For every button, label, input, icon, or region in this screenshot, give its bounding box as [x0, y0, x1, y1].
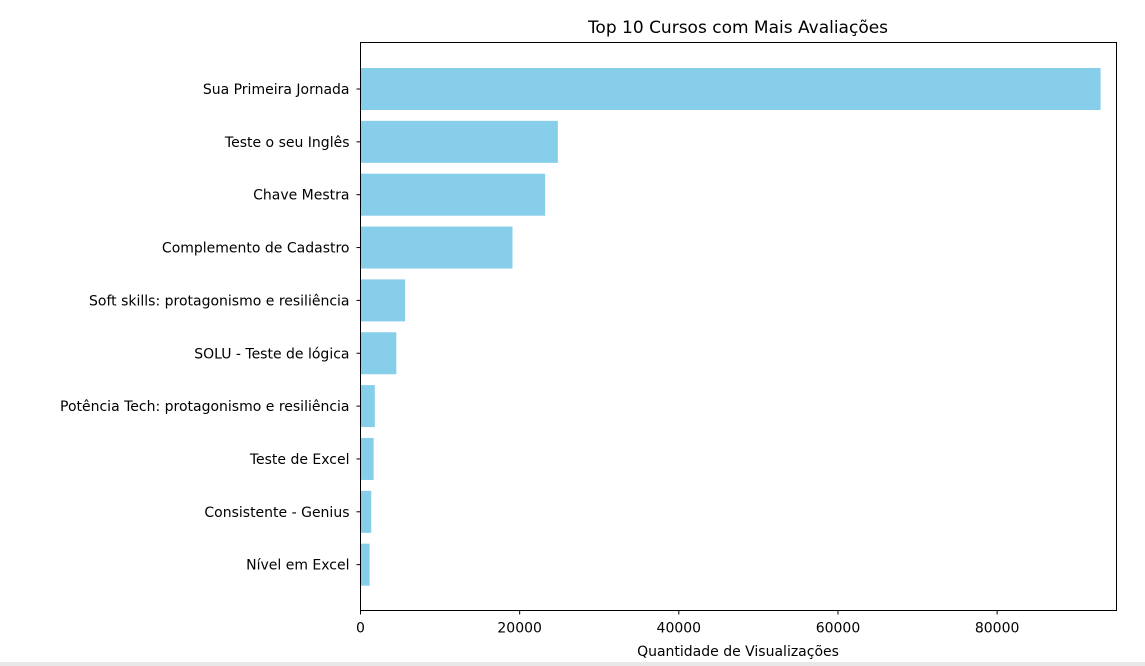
bar-3 — [360, 173, 546, 216]
bar-1 — [360, 68, 1101, 110]
bars-group — [360, 68, 1101, 586]
bar-8 — [360, 437, 374, 480]
y-tick-label-9: Consistente - Genius — [204, 505, 349, 521]
bar-5 — [360, 279, 406, 322]
plot-frame — [360, 42, 1117, 611]
chart-title: Top 10 Cursos com Mais Avaliações — [587, 18, 888, 38]
y-axis-ticks: Sua Primeira Jornada Teste o seu Inglês Ch… — [60, 82, 361, 574]
y-tick-label-7: Potência Tech: protagonismo e resiliênci… — [60, 399, 350, 415]
bottom-scroll-strip — [0, 662, 1145, 666]
y-tick-label-6: SOLU - Teste de lógica — [194, 346, 349, 362]
bar-10 — [360, 543, 370, 586]
y-tick-label-5: Soft skills: protagonismo e resiliência — [89, 293, 349, 309]
bar-9 — [360, 490, 372, 533]
x-axis-label: Quantidade de Visualizações — [637, 644, 839, 660]
x-tick-label-3: 40000 — [657, 621, 702, 637]
y-tick-label-3: Chave Mestra — [253, 188, 349, 204]
bar-2 — [360, 120, 558, 163]
y-tick-label-1: Sua Primeira Jornada — [203, 82, 350, 98]
bar-4 — [360, 226, 513, 269]
bar-6 — [360, 332, 397, 375]
x-tick-label-4: 60000 — [816, 621, 861, 637]
x-tick-label-2: 20000 — [497, 621, 542, 637]
y-tick-label-8: Teste de Excel — [249, 452, 350, 468]
x-tick-label-5: 80000 — [975, 621, 1020, 637]
y-tick-label-4: Complemento de Cadastro — [162, 241, 350, 257]
x-tick-label-1: 0 — [356, 621, 365, 637]
y-tick-label-10: Nível em Excel — [246, 558, 349, 574]
y-tick-label-2: Teste o seu Inglês — [224, 135, 350, 151]
x-axis-ticks: 0 20000 40000 60000 80000 — [356, 610, 1020, 637]
bar-7 — [360, 385, 375, 428]
